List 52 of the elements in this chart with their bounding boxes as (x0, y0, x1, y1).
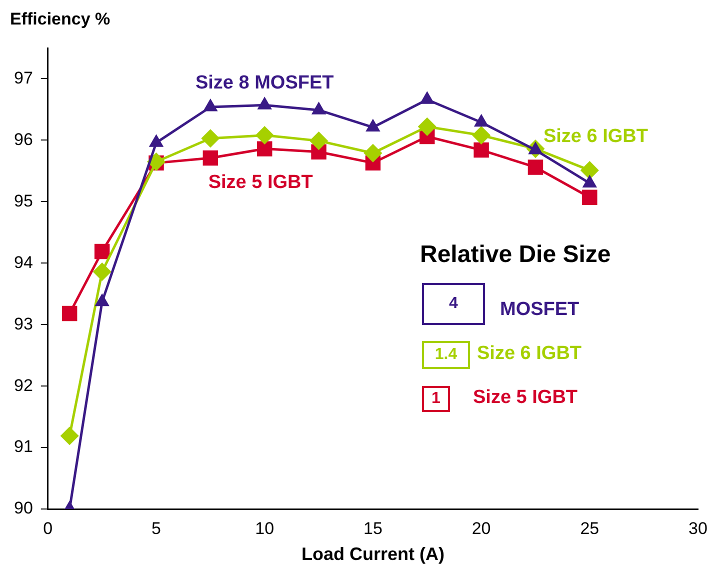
point (418, 118, 436, 136)
y-tick-label: 93 (14, 314, 33, 334)
x-axis-title: Load Current (A) (301, 544, 444, 564)
annotation: MOSFET (500, 299, 580, 321)
x-tick-label: 10 (255, 518, 274, 538)
x-tick-label: 20 (472, 518, 491, 538)
annotation: Size 6 IGBT (477, 343, 582, 365)
x-tick-label: 30 (688, 518, 708, 538)
point (256, 141, 272, 156)
point (528, 160, 544, 175)
point (93, 262, 111, 280)
point (94, 244, 110, 260)
annotation: 1 (432, 390, 440, 408)
y-tick-label: 96 (14, 130, 33, 149)
y-tick-label: 91 (14, 437, 33, 456)
x-tick-label: 0 (43, 518, 53, 538)
x-tick-label: 15 (363, 518, 382, 538)
series-label: Size 6 IGBT (543, 126, 648, 148)
annotation: 4 (449, 295, 458, 313)
point (256, 126, 274, 144)
point (474, 115, 488, 127)
point (310, 132, 328, 150)
point (202, 130, 220, 148)
y-tick-label: 90 (14, 498, 33, 518)
annotation: 1.4 (434, 346, 458, 364)
point (312, 102, 326, 114)
y-tick-label: 95 (14, 191, 33, 210)
point (258, 98, 272, 110)
point (583, 176, 596, 188)
point (366, 120, 380, 132)
point (474, 142, 489, 158)
x-tick-label: 5 (152, 518, 161, 538)
point (204, 100, 217, 112)
point (202, 150, 218, 166)
y-tick-label: 94 (14, 252, 33, 272)
annotation: Size 5 IGBT (473, 387, 578, 409)
series-label: Size 5 IGBT (208, 172, 314, 194)
point (580, 162, 598, 180)
point (420, 92, 434, 104)
point (62, 306, 78, 322)
point (582, 190, 598, 205)
x-tick-label: 25 (580, 518, 600, 538)
point (472, 126, 490, 144)
point (150, 135, 163, 147)
series-label: Size 8 MOSFET (195, 72, 334, 94)
point (60, 427, 78, 445)
y-tick-label: 92 (14, 376, 33, 395)
point (364, 144, 382, 162)
point (96, 294, 109, 306)
y-tick-label: 97 (14, 68, 33, 88)
legend-title: Relative Die Size (420, 241, 611, 269)
y-axis-title: Efficiency % (10, 10, 110, 29)
